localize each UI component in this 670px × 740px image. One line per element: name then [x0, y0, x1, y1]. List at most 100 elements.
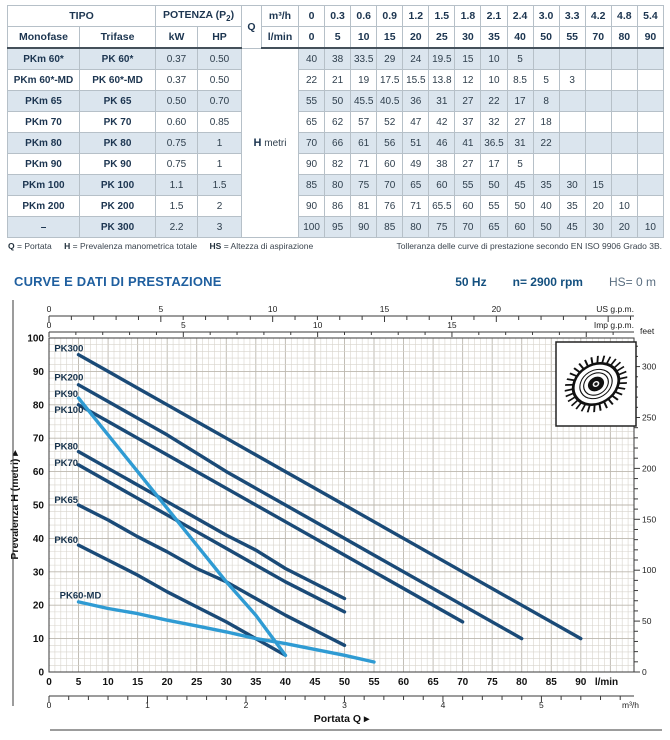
m3h-tick: 2.4	[506, 5, 534, 27]
head-value-cell: 85	[376, 216, 404, 238]
m3h-tick-label: 1	[145, 700, 150, 710]
impeller-part	[615, 365, 625, 372]
head-value-cell	[584, 132, 612, 154]
head-value-cell	[610, 90, 638, 112]
head-value-cell	[558, 153, 586, 175]
head-value-cell: 50	[480, 174, 508, 196]
trifase-header: Trifase	[78, 26, 157, 49]
h-metri-tick-label: 50	[33, 501, 45, 512]
head-value-cell: 55	[454, 174, 482, 196]
lmin-tick: 55	[558, 26, 586, 49]
head-value-cell	[532, 153, 560, 175]
m3h-tick: 1.8	[454, 5, 482, 27]
m3h-tick: 0	[298, 5, 326, 27]
head-value-cell: 5	[506, 47, 534, 70]
m3h-tick-label: 0	[47, 700, 52, 710]
head-value-cell: 40	[532, 195, 560, 217]
impeller-part	[598, 403, 602, 411]
head-value-cell: 35	[532, 174, 560, 196]
head-value-cell: 40.5	[376, 90, 404, 112]
impeller-icon	[564, 355, 628, 413]
y-axis-title: Prevalenza H (metri) ▸	[9, 450, 21, 560]
lmin-tick-label: 90	[575, 677, 587, 688]
head-value-cell: 60	[376, 153, 404, 175]
imp-gpm-tick-label: 15	[447, 320, 457, 330]
head-value-cell: 45	[506, 174, 534, 196]
lmin-tick-label: 20	[162, 677, 174, 688]
impeller-part	[609, 358, 617, 367]
head-value-cell: 30	[584, 216, 612, 238]
us-gpm-tick-label: 20	[492, 304, 502, 314]
head-value-cell: 3	[558, 69, 586, 91]
head-value-cell: 12	[454, 69, 482, 91]
table-row: PKm 200 PK 200 1.5 2 90 86 81 76 71 65.5 60 55 50 40 3…	[7, 195, 665, 217]
head-value-cell: 81	[350, 195, 378, 217]
lmin-unit-label: l/min	[261, 26, 300, 49]
head-value-cell: 86	[324, 195, 352, 217]
impeller-part	[601, 355, 606, 364]
head-value-cell: 56	[376, 132, 404, 154]
head-value-cell: 10	[636, 216, 665, 238]
header-row-groups: TIPO POTENZA (P2) Q m³/h 0 0.3 0.6 0.9 1.2 1.…	[6, 5, 665, 49]
table-row: PKm 70 PK 70 0.60 0.85 65 62 57 52 47 42 37 32 27 18	[7, 111, 665, 133]
head-value-cell: 75	[428, 216, 456, 238]
trifase-cell: PK 100	[78, 174, 157, 196]
head-value-cell: 19.5	[428, 47, 456, 70]
h-metri-tick-label: 80	[33, 400, 45, 411]
head-value-cell	[636, 69, 665, 91]
performance-table: TIPO POTENZA (P2) Q m³/h 0 0.3 0.6 0.9 1.2 1.…	[6, 5, 665, 238]
q-header: Q	[241, 5, 263, 49]
feet-tick-label: 0	[642, 667, 647, 677]
head-value-cell	[584, 153, 612, 175]
lmin-tick-label: 10	[103, 677, 115, 688]
head-value-cell: 55	[298, 90, 326, 112]
head-value-cell: 10	[610, 195, 638, 217]
trifase-cell: PK 60*-MD	[78, 69, 157, 91]
h-metri-tick-label: 70	[33, 434, 45, 445]
curve-label-PK60-MD: PK60-MD	[60, 591, 102, 602]
head-value-cell: 90	[350, 216, 378, 238]
curve-label-PK90: PK90	[54, 389, 78, 400]
lmin-tick-label: 65	[428, 677, 440, 688]
lmin-tick: 70	[584, 26, 612, 49]
kw-cell: 0.37	[155, 47, 199, 70]
feet-tick-label: 150	[642, 514, 656, 524]
curve-PK70	[76, 463, 347, 614]
us-gpm-tick-label: 15	[380, 304, 390, 314]
tolerance-note: Tolleranza delle curve di prestazione se…	[396, 241, 662, 251]
m3h-tick: 2.1	[480, 5, 508, 27]
head-value-cell: 27	[454, 153, 482, 175]
kw-cell: 0.50	[155, 90, 199, 112]
hp-cell: 2	[197, 195, 243, 217]
kw-cell: 0.75	[155, 153, 199, 175]
head-value-cell: 57	[350, 111, 378, 133]
lmin-tick-label: 35	[250, 677, 262, 688]
head-value-cell	[584, 111, 612, 133]
head-value-cell: 17	[506, 90, 534, 112]
footnote-row: Q = Portata H = Prevalenza manometrica t…	[8, 241, 662, 251]
head-value-cell: 27	[454, 90, 482, 112]
us-gpm-unit-label: US g.p.m.	[596, 304, 634, 314]
head-value-cell: 55	[480, 195, 508, 217]
lmin-tick-label: 60	[398, 677, 410, 688]
lmin-tick: 30	[454, 26, 482, 49]
head-value-cell: 35	[558, 195, 586, 217]
head-value-cell: 27	[506, 111, 534, 133]
potenza-header: POTENZA (P2)	[155, 5, 243, 27]
head-value-cell: 71	[350, 153, 378, 175]
head-value-cell: 31	[506, 132, 534, 154]
head-value-cell: 20	[584, 195, 612, 217]
m3h-tick: 0.6	[350, 5, 378, 27]
feet-tick-label: 200	[642, 463, 656, 473]
m3h-tick-label: 3	[342, 700, 347, 710]
monofase-cell: –	[7, 216, 80, 238]
table-row: – PK 300 2.2 3 100 95 90 85 80 75 70 65 60 50 45 30 20 10	[7, 216, 665, 238]
head-value-cell: 50	[324, 90, 352, 112]
hp-header: HP	[197, 26, 243, 49]
imp-gpm-tick-label: 5	[181, 320, 186, 330]
lmin-tick-label: 55	[368, 677, 380, 688]
head-value-cell	[558, 47, 586, 70]
head-value-cell: 65	[402, 174, 430, 196]
h-metri-tick-label: 20	[33, 601, 45, 612]
impeller-part	[570, 399, 579, 407]
